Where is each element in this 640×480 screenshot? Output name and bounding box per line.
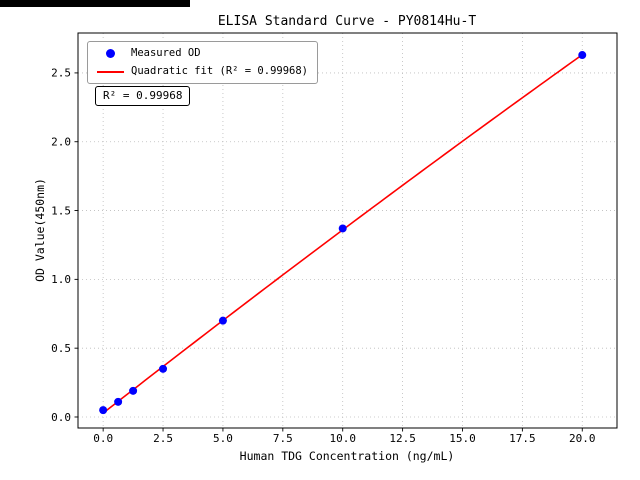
- x-tick-label: 20.0: [569, 432, 596, 445]
- data-point: [578, 51, 587, 60]
- legend: Measured OD Quadratic fit (R² = 0.99968): [87, 41, 319, 84]
- data-series: [99, 51, 587, 415]
- plot-border: [77, 32, 618, 429]
- x-tick-label: 2.5: [153, 432, 173, 445]
- data-point: [159, 364, 168, 373]
- legend-item-measured-od: Measured OD: [96, 47, 308, 60]
- data-point: [218, 316, 227, 325]
- legend-item-quadratic-fit: Quadratic fit (R² = 0.99968): [96, 65, 308, 78]
- legend-label-measured-od: Measured OD: [131, 47, 201, 59]
- y-tick-label: 2.5: [51, 67, 71, 80]
- x-axis-label: Human TDG Concentration (ng/mL): [240, 449, 455, 463]
- x-tick-label: 12.5: [389, 432, 416, 445]
- x-tick-label: 7.5: [273, 432, 293, 445]
- x-tick-label: 0.0: [93, 432, 113, 445]
- chart-title: ELISA Standard Curve - PY0814Hu-T: [218, 14, 476, 29]
- legend-label-quadratic-fit: Quadratic fit (R² = 0.99968): [131, 65, 309, 77]
- blue-dot-marker-icon: [105, 49, 115, 58]
- y-tick-label: 1.0: [51, 273, 71, 286]
- y-tick-label: 0.0: [51, 411, 71, 424]
- y-tick-label: 2.0: [51, 136, 71, 149]
- x-tick-label: 5.0: [213, 432, 233, 445]
- legend-marker-wrap: [96, 70, 124, 73]
- legend-marker-wrap: [96, 49, 124, 58]
- data-point: [338, 224, 347, 233]
- x-tick-label: 10.0: [329, 432, 356, 445]
- data-point: [114, 397, 123, 406]
- data-point: [99, 406, 108, 415]
- y-tick-label: 0.5: [51, 342, 71, 355]
- x-tick-label: 15.0: [449, 432, 476, 445]
- r-squared-annotation: R² = 0.99968: [95, 86, 191, 106]
- x-tick-label: 17.5: [509, 432, 536, 445]
- red-line-marker-icon: [96, 70, 124, 73]
- y-tick-label: 1.5: [51, 204, 71, 217]
- axes: 0.0 2.5 5.0 7.5 10.0 12.5 15.0 17.5 20.0 0.0 0.5 1.…: [51, 32, 618, 445]
- black-top-strip: [0, 0, 190, 7]
- data-point: [129, 386, 138, 395]
- y-axis-label: OD Value(450nm): [33, 178, 47, 282]
